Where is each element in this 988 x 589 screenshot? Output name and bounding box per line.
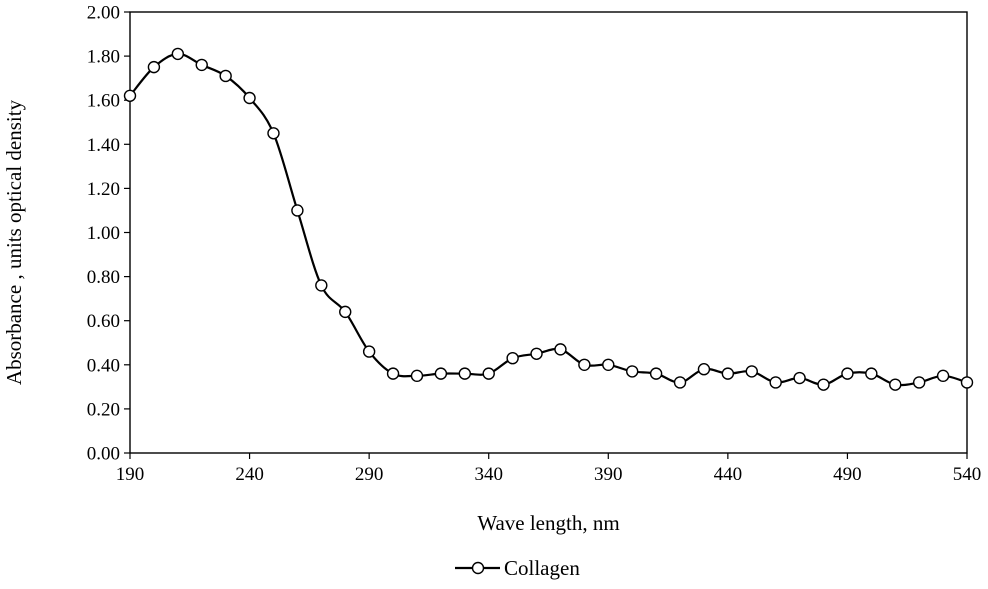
data-point-collagen-310 [410, 369, 424, 383]
legend-label-collagen: Collagen [504, 556, 580, 580]
data-point-collagen-510 [889, 378, 902, 391]
y-tick-label: 0.60 [87, 311, 120, 332]
data-point-collagen-500 [865, 367, 878, 380]
data-point-collagen-240 [243, 91, 256, 105]
data-point-collagen-320 [434, 367, 448, 380]
y-axis-title: Absorbance , units optical density [2, 99, 26, 385]
y-tick-label: 2.00 [87, 3, 120, 24]
x-tick-label: 190 [116, 464, 145, 485]
data-point-collagen-460 [769, 376, 782, 389]
data-point-collagen-480 [817, 378, 830, 391]
y-tick-label: 1.20 [87, 179, 120, 200]
data-point-collagen-260 [291, 204, 304, 217]
x-tick-label: 490 [833, 464, 862, 485]
data-point-collagen-430 [697, 363, 711, 376]
x-tick-label: 240 [235, 464, 264, 485]
y-tick-label: 0.80 [87, 267, 120, 288]
x-axis-title: Wave length, nm [477, 511, 619, 535]
data-point-collagen-420 [673, 376, 687, 389]
x-tick-label: 390 [594, 464, 623, 485]
plot-frame [129, 11, 968, 454]
data-point-collagen-490 [841, 367, 854, 380]
data-point-collagen-270 [315, 279, 328, 292]
data-point-collagen-300 [386, 367, 400, 380]
data-point-collagen-200 [147, 60, 161, 74]
data-point-collagen-390 [602, 358, 615, 371]
y-tick-label: 0.00 [87, 444, 120, 465]
legend-marker-swatch [471, 561, 485, 575]
legend: Collagen [455, 556, 580, 580]
data-point-collagen-190 [123, 89, 137, 102]
data-point-collagen-530 [936, 369, 950, 383]
data-point-collagen-520 [912, 376, 926, 389]
data-point-collagen-230 [219, 69, 232, 83]
y-tick-label: 1.00 [87, 223, 120, 244]
x-tick-label: 340 [474, 464, 503, 485]
x-tick-label: 440 [714, 464, 743, 485]
data-point-collagen-220 [195, 58, 208, 72]
data-point-collagen-440 [721, 367, 735, 380]
data-point-collagen-210 [171, 47, 185, 61]
data-point-collagen-370 [554, 343, 567, 356]
data-point-collagen-400 [626, 365, 639, 378]
data-point-collagen-290 [362, 345, 376, 358]
y-tick-label: 0.40 [87, 355, 120, 376]
y-tick-label: 1.40 [87, 135, 120, 156]
x-tick-label: 290 [355, 464, 384, 485]
y-tick-label: 1.60 [87, 91, 120, 112]
y-tick-label: 1.80 [87, 47, 120, 68]
data-point-collagen-280 [339, 305, 352, 319]
data-point-collagen-380 [578, 358, 591, 371]
data-point-collagen-450 [745, 365, 758, 378]
data-point-collagen-250 [267, 127, 280, 140]
data-point-collagen-410 [649, 367, 663, 380]
data-point-collagen-330 [458, 367, 471, 380]
data-point-collagen-470 [793, 371, 806, 385]
series-line-collagen [129, 52, 968, 387]
data-point-collagen-360 [530, 347, 543, 360]
y-tick-label: 0.20 [87, 399, 120, 420]
data-point-collagen-350 [506, 351, 519, 365]
data-point-collagen-540 [960, 376, 974, 389]
data-point-collagen-340 [482, 367, 495, 380]
x-tick-label: 540 [953, 464, 982, 485]
